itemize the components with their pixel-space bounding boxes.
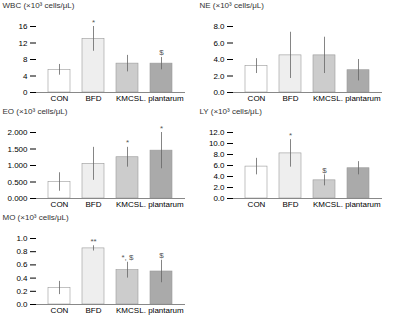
svg-text:0.6: 0.6	[16, 260, 28, 269]
svg-text:0.0: 0.0	[213, 194, 225, 203]
svg-text:WBC (×10³ cells/μL): WBC (×10³ cells/μL)	[3, 1, 75, 10]
svg-text:8.0: 8.0	[213, 22, 225, 31]
svg-text:L. plantarum: L. plantarum	[139, 306, 184, 315]
svg-text:BFD: BFD	[86, 200, 102, 209]
svg-text:CON: CON	[51, 94, 69, 103]
svg-text:1.500: 1.500	[7, 145, 28, 154]
svg-text:EO (×10³ cells/μL): EO (×10³ cells/μL)	[3, 107, 68, 116]
svg-text:2.0: 2.0	[213, 183, 225, 192]
svg-text:$: $	[159, 48, 164, 57]
svg-text:$: $	[322, 166, 327, 175]
svg-text:8: 8	[23, 55, 28, 64]
svg-text:0.000: 0.000	[7, 194, 28, 203]
svg-text:0.8: 0.8	[16, 247, 28, 256]
svg-text:*: *	[126, 138, 129, 147]
svg-text:16: 16	[19, 22, 28, 31]
svg-text:CON: CON	[248, 94, 266, 103]
svg-text:4.0: 4.0	[213, 55, 225, 64]
svg-text:6.0: 6.0	[213, 161, 225, 170]
svg-text:KMCS: KMCS	[116, 94, 139, 103]
svg-text:12: 12	[19, 39, 28, 48]
svg-text:KMCS: KMCS	[313, 94, 336, 103]
svg-text:1.0: 1.0	[16, 234, 28, 243]
svg-text:MO (×10³ cells/μL): MO (×10³ cells/μL)	[3, 213, 70, 222]
svg-text:6.0: 6.0	[213, 39, 225, 48]
svg-text:KMCS: KMCS	[116, 200, 139, 209]
svg-text:$: $	[159, 251, 164, 260]
svg-text:CON: CON	[51, 306, 69, 315]
svg-text:L. plantarum: L. plantarum	[336, 200, 381, 209]
svg-text:LY (×10³ cells/μL): LY (×10³ cells/μL)	[200, 107, 263, 116]
svg-text:BFD: BFD	[283, 94, 299, 103]
svg-text:0.2: 0.2	[16, 287, 28, 296]
svg-text:L. plantarum: L. plantarum	[139, 200, 184, 209]
svg-text:1.000: 1.000	[7, 161, 28, 170]
svg-text:0.4: 0.4	[16, 274, 28, 283]
svg-text:*: *	[160, 124, 163, 133]
svg-text:4: 4	[23, 72, 28, 81]
svg-text:NE (×10³ cells/μL): NE (×10³ cells/μL)	[200, 1, 265, 10]
svg-text:0.0: 0.0	[213, 88, 225, 97]
svg-text:**: **	[90, 237, 96, 246]
svg-text:2.0: 2.0	[213, 72, 225, 81]
svg-text:CON: CON	[51, 200, 69, 209]
svg-text:10.0: 10.0	[209, 139, 225, 148]
svg-text:*: *	[92, 18, 95, 27]
svg-text:BFD: BFD	[283, 200, 299, 209]
svg-text:8.0: 8.0	[213, 150, 225, 159]
svg-text:BFD: BFD	[86, 306, 102, 315]
svg-text:4.0: 4.0	[213, 172, 225, 181]
svg-text:12.0: 12.0	[209, 128, 225, 137]
svg-text:L. plantarum: L. plantarum	[139, 94, 184, 103]
svg-text:KMCS: KMCS	[313, 200, 336, 209]
svg-text:BFD: BFD	[86, 94, 102, 103]
svg-text:0.0: 0.0	[16, 300, 28, 309]
svg-text:CON: CON	[248, 200, 266, 209]
svg-text:2.000: 2.000	[7, 128, 28, 137]
svg-text:*, $: *, $	[121, 253, 134, 262]
svg-text:L. plantarum: L. plantarum	[336, 94, 381, 103]
svg-text:0: 0	[23, 88, 28, 97]
svg-text:0.500: 0.500	[7, 178, 28, 187]
svg-text:KMCS: KMCS	[116, 306, 139, 315]
svg-text:*: *	[289, 131, 292, 140]
